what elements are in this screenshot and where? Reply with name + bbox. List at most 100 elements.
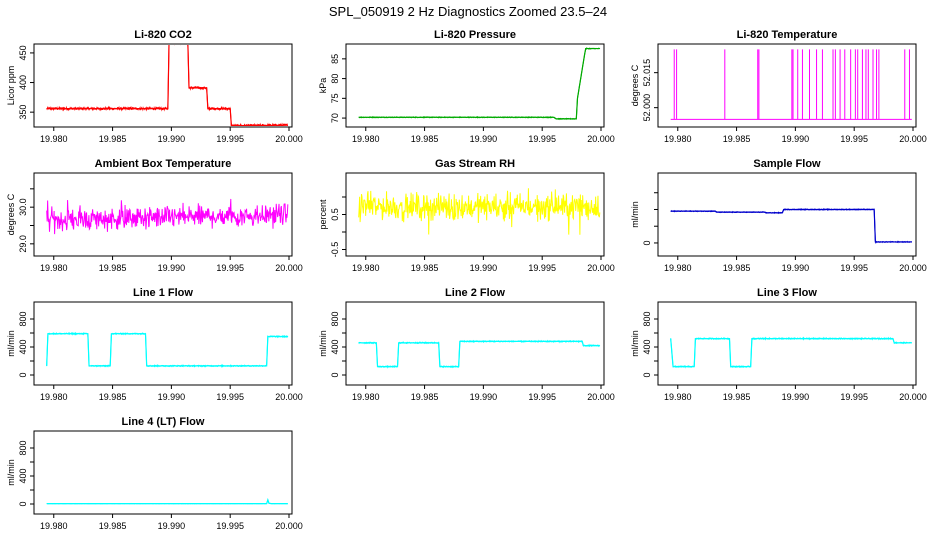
figure-title: SPL_050919 2 Hz Diagnostics Zoomed 23.5–… [329,4,607,19]
series-line [670,207,912,244]
x-tick-label: 19.995 [840,392,868,402]
x-tick-label: 19.990 [782,392,810,402]
panel-4: Gas Stream RH percent 19.980 19.985 19.990 19… [318,158,615,273]
y-tick-label: -0.5 [330,242,340,258]
series-line [358,188,601,235]
x-tick-label: 19.985 [411,263,439,273]
x-tick-label: 19.990 [470,134,498,144]
x-tick-label: 19.980 [352,134,380,144]
y-tick-label: 450 [18,45,28,60]
x-tick-label: 19.995 [840,263,868,273]
y-tick-label: 70 [330,113,340,123]
x-tick-label: 19.985 [99,392,127,402]
y-tick-label: 75 [330,93,340,103]
x-tick-label: 19.995 [528,134,556,144]
panel-title: Li-820 CO2 [134,29,191,41]
y-tick-label: 400 [18,468,28,483]
x-tick-label: 19.985 [411,392,439,402]
x-tick-label: 20.000 [275,134,303,144]
panel-9: Line 4 (LT) Flow ml/min 19.980 19.985 19.990… [6,416,303,531]
x-tick-label: 20.000 [587,392,615,402]
panel-title: Li-820 Temperature [737,29,838,41]
x-tick-label: 19.985 [99,263,127,273]
series-steps [358,47,600,120]
x-tick-label: 19.985 [411,134,439,144]
panel-0: Li-820 CO2 Licor ppm 19.980 19.985 19.990 19.… [6,29,303,144]
y-tick-label: 400 [18,339,28,354]
plot-frame [33,301,293,386]
y-tick-label: 52.000 [642,94,652,122]
series-steps [670,338,912,368]
x-tick-label: 19.985 [723,134,751,144]
x-tick-label: 19.995 [216,392,244,402]
series-line [46,498,288,505]
panel-3: Ambient Box Temperature degrees C 19.980 19… [6,158,303,273]
plot-frame [657,172,917,257]
x-tick-label: 19.995 [528,263,556,273]
y-tick-label: 29.0 [18,235,28,253]
x-tick-label: 19.990 [158,521,186,531]
y-tick-label: 800 [18,311,28,326]
y-tick-label: 85 [330,54,340,64]
x-tick-label: 19.980 [40,263,68,273]
x-tick-label: 20.000 [899,263,927,273]
y-tick-label: 800 [330,311,340,326]
plot-frame [345,172,605,257]
x-tick-label: 19.995 [216,521,244,531]
series-steps [46,333,288,367]
panel-1: Li-820 Pressure kPa 19.980 19.985 19.990 19.9… [318,29,615,144]
series-line [358,47,601,121]
y-tick-label: 52.015 [642,59,652,87]
series-line [46,198,289,235]
y-axis-label: ml/min [318,330,328,357]
panel-6: Line 1 Flow ml/min 19.980 19.985 19.990 19.99… [6,287,303,402]
x-tick-label: 20.000 [587,263,615,273]
x-tick-label: 20.000 [899,392,927,402]
series-line [358,339,601,369]
x-tick-label: 19.985 [99,134,127,144]
plot-frame [33,430,293,515]
x-tick-label: 19.980 [664,392,692,402]
y-tick-label: 800 [642,311,652,326]
y-tick-label: 0 [642,240,652,245]
panel-title: Ambient Box Temperature [95,158,232,170]
x-tick-label: 19.990 [470,392,498,402]
x-tick-label: 20.000 [275,521,303,531]
x-tick-label: 19.980 [664,134,692,144]
panel-title: Line 4 (LT) Flow [122,416,205,428]
y-tick-label: 0 [18,372,28,377]
series-line [670,49,912,120]
x-tick-label: 20.000 [275,263,303,273]
y-tick-label: 30.0 [18,198,28,216]
panel-8: Line 3 Flow ml/min 19.980 19.985 19.990 19.99… [630,287,927,402]
x-tick-label: 19.990 [470,263,498,273]
panel-title: Line 1 Flow [133,287,193,299]
y-tick-label: 400 [642,339,652,354]
y-tick-label: 400 [18,75,28,90]
x-tick-label: 19.980 [40,392,68,402]
panel-title: Li-820 Pressure [434,29,516,41]
plot-frame [345,301,605,386]
y-axis-label: percent [318,199,328,230]
y-axis-label: ml/min [630,201,640,228]
x-tick-label: 19.985 [99,521,127,531]
panel-title: Gas Stream RH [435,158,515,170]
x-tick-label: 19.990 [158,392,186,402]
panel-5: Sample Flow ml/min 19.980 19.985 19.990 19.99… [630,158,927,273]
x-tick-label: 19.995 [528,392,556,402]
x-tick-label: 19.980 [40,521,68,531]
panel-title: Line 2 Flow [445,287,505,299]
plot-frame [657,43,917,128]
x-tick-label: 19.980 [352,392,380,402]
panel-2: Li-820 Temperature degrees C 19.980 19.985 1… [630,29,927,144]
y-tick-label: 80 [330,74,340,84]
plot-frame [33,43,293,128]
x-tick-label: 19.995 [840,134,868,144]
y-axis-label: kPa [318,78,328,94]
x-tick-label: 19.995 [216,134,244,144]
x-tick-label: 19.990 [158,263,186,273]
plot-frame [657,301,917,386]
x-tick-label: 20.000 [899,134,927,144]
y-axis-label: ml/min [6,459,16,486]
x-tick-label: 19.980 [664,263,692,273]
